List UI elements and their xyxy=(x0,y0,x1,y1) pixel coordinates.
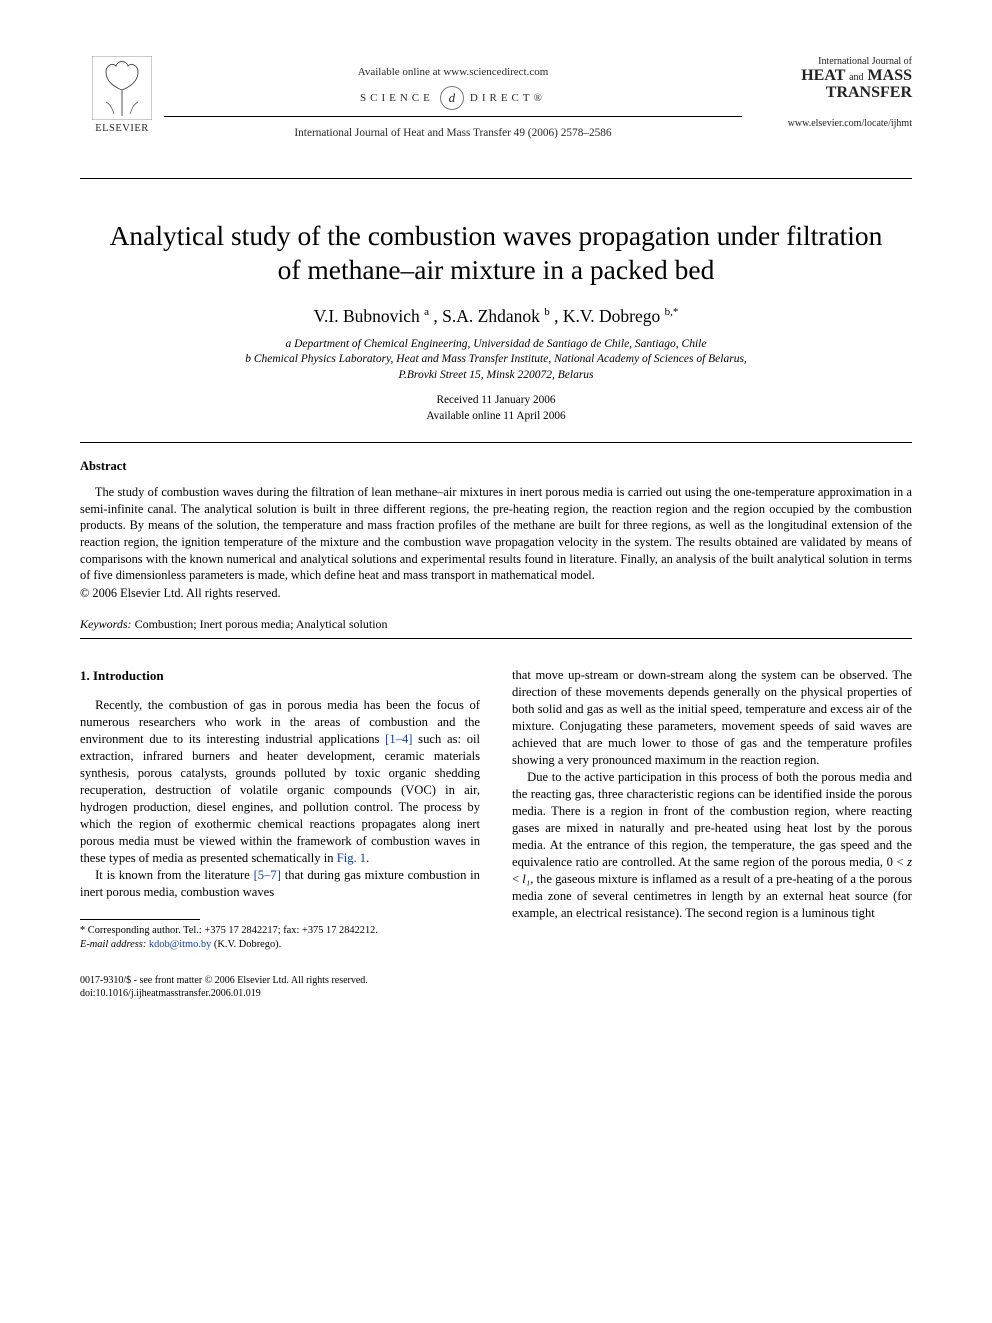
fig-1-link[interactable]: Fig. 1 xyxy=(337,851,366,865)
abstract-rule-top xyxy=(80,442,912,443)
footnote-email-label: E-mail address: xyxy=(80,939,146,950)
footnote-line-1: * Corresponding author. Tel.: +375 17 28… xyxy=(80,924,480,938)
intro-p2-text-a: It is known from the literature xyxy=(95,868,254,882)
author-3-affil-sup: b,* xyxy=(665,306,679,318)
abstract-heading: Abstract xyxy=(80,459,912,474)
author-1-affil-sup: a xyxy=(424,306,429,318)
affiliation-b-line2: P.Brovki Street 15, Minsk 220072, Belaru… xyxy=(120,368,872,384)
footnote-email-link[interactable]: kdob@itmo.by xyxy=(149,939,211,950)
page: ELSEVIER Available online at www.science… xyxy=(0,0,992,1040)
journal-name-prefix: International Journal of xyxy=(742,56,912,67)
corresponding-author-footnote: * Corresponding author. Tel.: +375 17 28… xyxy=(80,924,480,952)
author-3: , K.V. Dobrego xyxy=(554,306,665,326)
intro-paragraph-3: that move up-stream or down-stream along… xyxy=(512,667,912,769)
intro-p4-text-c: , the gaseous mixture is inflamed as a r… xyxy=(512,872,912,920)
available-online-text: Available online at www.sciencedirect.co… xyxy=(164,66,742,78)
header-row: ELSEVIER Available online at www.science… xyxy=(80,56,912,150)
sd-text-left: SCIENCE xyxy=(360,92,434,104)
keywords-value: Combustion; Inert porous media; Analytic… xyxy=(132,617,388,631)
footer-copyright-line: 0017-9310/$ - see front matter © 2006 El… xyxy=(80,974,912,987)
journal-name-mass: MASS xyxy=(868,67,912,84)
elsevier-tree-icon xyxy=(92,56,152,120)
sd-text-right: DIRECT® xyxy=(470,92,546,104)
footnote-line-2: E-mail address: kdob@itmo.by (K.V. Dobre… xyxy=(80,938,480,952)
author-2: , S.A. Zhdanok xyxy=(433,306,544,326)
journal-name-transfer: TRANSFER xyxy=(826,84,912,101)
intro-paragraph-4: Due to the active participation in this … xyxy=(512,769,912,922)
column-left: 1. Introduction Recently, the combustion… xyxy=(80,667,480,952)
abstract-copyright: © 2006 Elsevier Ltd. All rights reserved… xyxy=(80,586,912,601)
intro-p1-text-c: . xyxy=(366,851,369,865)
affiliations: a Department of Chemical Engineering, Un… xyxy=(120,337,872,384)
intro-p1-text-b: such as: oil extraction, infrared burner… xyxy=(80,732,480,865)
header-rule-bottom xyxy=(80,178,912,179)
abstract-rule-bottom xyxy=(80,638,912,639)
intro-paragraph-2: It is known from the literature [5–7] th… xyxy=(80,867,480,901)
journal-name-and: and xyxy=(849,72,863,83)
author-2-affil-sup: b xyxy=(544,306,550,318)
journal-citation: International Journal of Heat and Mass T… xyxy=(164,127,742,139)
journal-name-heat: HEAT xyxy=(801,67,845,84)
publisher-logo: ELSEVIER xyxy=(80,56,164,150)
publisher-name: ELSEVIER xyxy=(95,123,149,134)
sciencedirect-logo: SCIENCE d DIRECT® xyxy=(164,86,742,110)
authors-line: V.I. Bubnovich a , S.A. Zhdanok b , K.V.… xyxy=(80,306,912,327)
keywords-label: Keywords: xyxy=(80,617,132,631)
header-rule-top xyxy=(164,116,742,117)
footer-doi-line: doi:10.1016/j.ijheatmasstransfer.2006.01… xyxy=(80,987,912,1000)
column-right: that move up-stream or down-stream along… xyxy=(512,667,912,952)
abstract-body: The study of combustion waves during the… xyxy=(80,484,912,584)
article-dates: Received 11 January 2006 Available onlin… xyxy=(80,393,912,424)
intro-p4-var-l1: l₁ xyxy=(522,872,530,886)
page-footer: 0017-9310/$ - see front matter © 2006 El… xyxy=(80,974,912,1000)
ref-link-5-7[interactable]: [5–7] xyxy=(254,868,281,882)
body-columns: 1. Introduction Recently, the combustion… xyxy=(80,667,912,952)
ref-link-1-4[interactable]: [1–4] xyxy=(385,732,412,746)
center-header: Available online at www.sciencedirect.co… xyxy=(164,56,742,139)
author-1: V.I. Bubnovich xyxy=(314,306,425,326)
intro-p4-text-b: < xyxy=(512,872,522,886)
article-title: Analytical study of the combustion waves… xyxy=(100,219,892,288)
date-online: Available online 11 April 2006 xyxy=(80,409,912,424)
sciencedirect-d-icon: d xyxy=(440,86,464,110)
date-received: Received 11 January 2006 xyxy=(80,393,912,408)
intro-p4-var-z: z xyxy=(907,855,912,869)
intro-p4-text-a: Due to the active participation in this … xyxy=(512,770,912,869)
section-1-heading: 1. Introduction xyxy=(80,667,480,685)
footnote-rule xyxy=(80,919,200,920)
journal-locate-url: www.elsevier.com/locate/ijhmt xyxy=(742,118,912,129)
affiliation-b-line1: b Chemical Physics Laboratory, Heat and … xyxy=(120,352,872,368)
journal-name-main: HEAT and MASS TRANSFER xyxy=(742,68,912,102)
affiliation-a: a Department of Chemical Engineering, Un… xyxy=(120,337,872,353)
footnote-email-tail: (K.V. Dobrego). xyxy=(211,939,281,950)
journal-title-box: International Journal of HEAT and MASS T… xyxy=(742,56,912,129)
intro-paragraph-1: Recently, the combustion of gas in porou… xyxy=(80,697,480,867)
keywords-line: Keywords: Combustion; Inert porous media… xyxy=(80,617,912,632)
